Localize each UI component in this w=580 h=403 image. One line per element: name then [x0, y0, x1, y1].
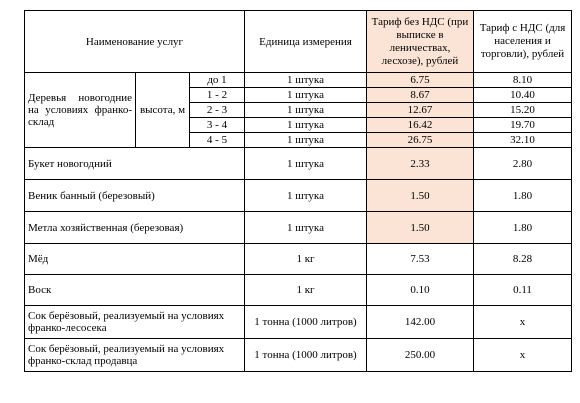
- tariff-document: Наименование услуг Единица измерения Тар…: [24, 10, 572, 372]
- item-price-vat: 1.80: [473, 179, 572, 212]
- trees-height-label: высота, м: [135, 72, 190, 148]
- table-row: Букет новогодний 1 штука 2.33 2.80: [24, 147, 572, 180]
- item-price-no-vat: 2.33: [366, 147, 474, 180]
- table-row: Сок берёзовый, реализуемый на условиях ф…: [24, 305, 572, 339]
- table-row: 4 - 5 1 штука 26.75 32.10: [25, 132, 572, 148]
- tree-unit: 1 штука: [244, 87, 367, 103]
- table-row: Мёд 1 кг 7.53 8.28: [24, 243, 572, 275]
- item-unit: 1 кг: [244, 243, 367, 275]
- item-name: Букет новогодний: [24, 147, 245, 180]
- item-price-vat: x: [473, 305, 572, 339]
- tree-height: 1 - 2: [189, 87, 245, 103]
- table-row: 3 - 4 1 штука 16.42 19.70: [25, 117, 572, 133]
- tree-unit: 1 штука: [244, 132, 367, 148]
- tree-price-vat: 10.40: [473, 87, 572, 103]
- item-price-vat: 2.80: [473, 147, 572, 180]
- tree-price-vat: 19.70: [473, 117, 572, 133]
- table-row: 1 - 2 1 штука 8.67 10.40: [25, 87, 572, 103]
- item-unit: 1 штука: [244, 147, 367, 180]
- item-price-vat: 0.11: [473, 274, 572, 306]
- tree-height: 2 - 3: [189, 102, 245, 118]
- item-unit: 1 штука: [244, 179, 367, 212]
- tree-price-no-vat: 26.75: [366, 132, 474, 148]
- tree-price-vat: 32.10: [473, 132, 572, 148]
- tree-unit: 1 штука: [244, 72, 367, 88]
- item-unit: 1 кг: [244, 274, 367, 306]
- tree-height: до 1: [189, 72, 245, 88]
- tree-price-no-vat: 8.67: [366, 87, 474, 103]
- item-name: Сок берёзовый, реализуемый на условиях ф…: [24, 338, 245, 372]
- item-name: Метла хозяйственная (березовая): [24, 211, 245, 244]
- table-row: Сок берёзовый, реализуемый на условиях ф…: [24, 338, 572, 372]
- item-price-vat: 8.28: [473, 243, 572, 275]
- tree-height: 4 - 5: [189, 132, 245, 148]
- item-unit: 1 штука: [244, 211, 367, 244]
- item-name: Мёд: [24, 243, 245, 275]
- header-tariff-vat: Тариф с НДС (для населения и торговли), …: [473, 10, 572, 73]
- item-price-no-vat: 1.50: [366, 179, 474, 212]
- header-unit: Единица измерения: [244, 10, 367, 73]
- item-price-no-vat: 7.53: [366, 243, 474, 275]
- tree-unit: 1 штука: [244, 102, 367, 118]
- item-price-no-vat: 142.00: [366, 305, 474, 339]
- item-price-no-vat: 1.50: [366, 211, 474, 244]
- tree-price-no-vat: 12.67: [366, 102, 474, 118]
- table-row: Деревья новогодние на условиях франко-ск…: [24, 72, 572, 148]
- header-row: Наименование услуг Единица измерения Тар…: [24, 10, 572, 73]
- table-row: 2 - 3 1 штука 12.67 15.20: [25, 102, 572, 118]
- item-price-no-vat: 0.10: [366, 274, 474, 306]
- item-price-no-vat: 250.00: [366, 338, 474, 372]
- item-price-vat: 1.80: [473, 211, 572, 244]
- table-row: Метла хозяйственная (березовая) 1 штука …: [24, 211, 572, 244]
- trees-label: Деревья новогодние на условиях франко-ск…: [24, 72, 136, 148]
- header-tariff-no-vat: Тариф без НДС (при выписке в леничествах…: [366, 10, 474, 73]
- item-name: Воск: [24, 274, 245, 306]
- table-row: Воск 1 кг 0.10 0.11: [24, 274, 572, 306]
- item-unit: 1 тонна (1000 литров): [244, 338, 367, 372]
- tree-price-vat: 8.10: [473, 72, 572, 88]
- tariff-table: Наименование услуг Единица измерения Тар…: [24, 10, 572, 372]
- item-name: Веник банный (березовый): [24, 179, 245, 212]
- header-service: Наименование услуг: [24, 10, 245, 73]
- tree-unit: 1 штука: [244, 117, 367, 133]
- item-name: Сок берёзовый, реализуемый на условиях ф…: [24, 305, 245, 339]
- table-row: Веник банный (березовый) 1 штука 1.50 1.…: [24, 179, 572, 212]
- tree-price-vat: 15.20: [473, 102, 572, 118]
- tree-price-no-vat: 6.75: [366, 72, 474, 88]
- tree-height: 3 - 4: [189, 117, 245, 133]
- item-unit: 1 тонна (1000 литров): [244, 305, 367, 339]
- tree-price-no-vat: 16.42: [366, 117, 474, 133]
- item-price-vat: x: [473, 338, 572, 372]
